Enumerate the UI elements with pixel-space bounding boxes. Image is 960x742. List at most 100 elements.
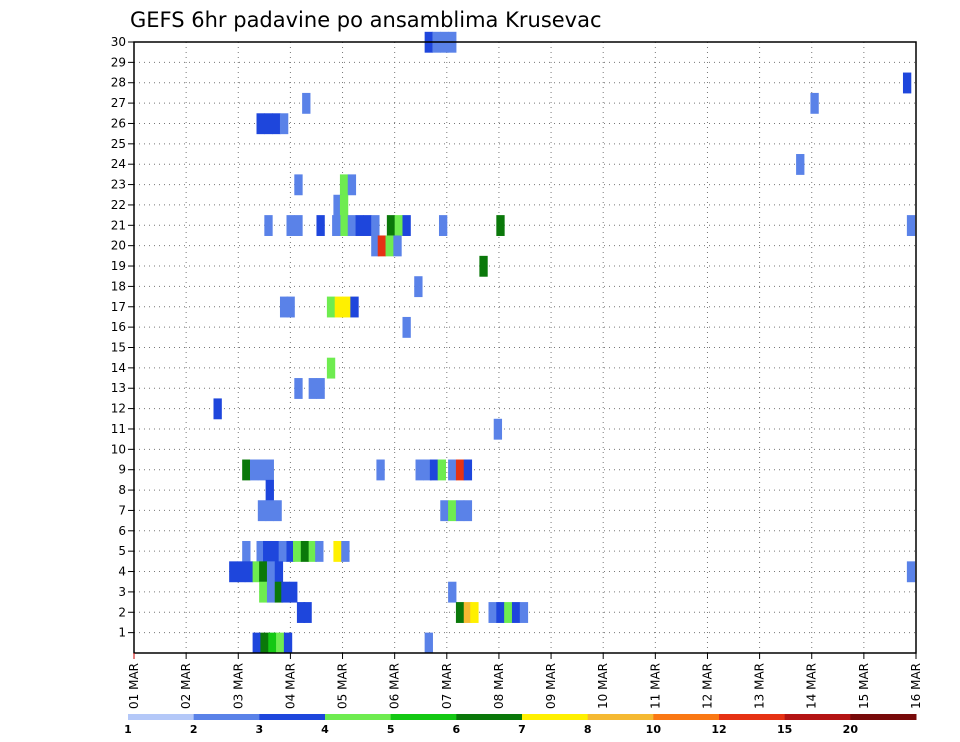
- heatmap-cell: [511, 602, 521, 623]
- heatmap-cell: [504, 602, 513, 623]
- legend-label: 4: [321, 723, 329, 736]
- y-tick-label: 17: [111, 300, 126, 314]
- heatmap-cell: [333, 194, 342, 216]
- x-tick-label: 08 MAR: [492, 663, 506, 709]
- y-tick-label: 5: [118, 544, 126, 558]
- heatmap-cell: [256, 540, 265, 562]
- heatmap-cell: [496, 215, 505, 236]
- heatmap-cell: [347, 174, 357, 196]
- y-tick-label: 30: [111, 35, 126, 49]
- heatmap-cell: [342, 296, 351, 318]
- y-tick-label: 3: [118, 585, 126, 599]
- heatmap-cell: [339, 215, 349, 236]
- legend-label: 5: [387, 723, 395, 736]
- legend-label: 7: [518, 723, 526, 736]
- legend-swatch: [522, 714, 589, 720]
- heatmap-cell: [244, 561, 254, 583]
- heatmap-cell: [294, 378, 303, 399]
- heatmap-cell: [339, 174, 349, 196]
- y-tick-label: 2: [118, 605, 126, 619]
- heatmap-cell: [402, 316, 411, 338]
- y-tick-label: 29: [111, 55, 126, 69]
- x-tick-label: 04 MAR: [283, 663, 297, 709]
- x-tick-label: 11 MAR: [648, 663, 662, 709]
- heatmap-cell: [272, 113, 281, 135]
- heatmap-cell: [270, 540, 280, 562]
- heatmap-cell: [257, 500, 267, 522]
- heatmap-cell: [242, 459, 251, 481]
- heatmap-cell: [265, 500, 274, 522]
- heatmap-cell: [283, 632, 293, 654]
- y-tick-label: 11: [111, 422, 126, 436]
- legend-label: 2: [190, 723, 198, 736]
- x-tick-label: 01 MAR: [127, 663, 141, 709]
- heatmap-cells: [213, 31, 916, 654]
- heatmap-cell: [371, 215, 380, 236]
- heatmap-cell: [470, 602, 479, 623]
- heatmap-cell: [334, 296, 344, 318]
- y-tick-label: 21: [111, 218, 126, 232]
- heatmap-cell: [455, 459, 465, 481]
- heatmap-cell: [252, 561, 261, 583]
- heatmap-cell: [488, 602, 497, 623]
- x-tick-label: 03 MAR: [231, 663, 245, 709]
- heatmap-cell: [394, 215, 403, 236]
- heatmap-cell: [265, 479, 274, 501]
- legend-label: 12: [711, 723, 726, 736]
- heatmap-cell: [273, 500, 282, 522]
- legend-swatch: [784, 714, 851, 720]
- heatmap-cell: [371, 235, 380, 257]
- heatmap-cell: [294, 215, 303, 236]
- heatmap-cell: [385, 235, 394, 257]
- heatmap-cell: [902, 72, 912, 94]
- heatmap-cell: [279, 296, 289, 318]
- heatmap-cell: [438, 215, 448, 236]
- legend-label: 20: [843, 723, 859, 736]
- heatmap-cell: [265, 459, 274, 481]
- y-tick-label: 6: [118, 524, 126, 538]
- heatmap-cell: [423, 459, 432, 481]
- y-tick-label: 12: [111, 402, 126, 416]
- y-tick-label: 25: [111, 137, 126, 151]
- heatmap-cell: [341, 540, 350, 562]
- heatmap-cell: [463, 500, 473, 522]
- heatmap-cell: [274, 561, 284, 583]
- x-tick-label: 05 MAR: [336, 663, 350, 709]
- heatmap-cell: [213, 398, 222, 420]
- x-axis: 01 MAR 02 MAR 03 MAR 04 MAR 05 MAR 06 MAR 07 M…: [127, 653, 923, 709]
- heatmap-cell: [415, 459, 424, 481]
- heatmap-cell: [355, 215, 364, 236]
- legend-swatch: [325, 714, 392, 720]
- y-tick-label: 24: [111, 157, 126, 171]
- y-tick-label: 1: [118, 626, 126, 640]
- heatmap-cell: [300, 540, 310, 562]
- heatmap-cell: [332, 215, 341, 236]
- heatmap-cell: [293, 540, 302, 562]
- heatmap-cell: [350, 296, 359, 318]
- heatmap-cell: [256, 113, 265, 135]
- y-tick-label: 9: [118, 463, 126, 477]
- heatmap-cell: [263, 540, 272, 562]
- chart-title: GEFS 6hr padavine po ansamblima Krusevac: [130, 8, 602, 32]
- heatmap-cell: [294, 174, 303, 196]
- heatmap-cell: [810, 92, 819, 114]
- x-tick-label: 13 MAR: [753, 663, 767, 709]
- y-tick-label: 26: [111, 116, 126, 130]
- heatmap-cell: [402, 215, 411, 236]
- legend-swatch: [128, 714, 195, 720]
- legend-swatch: [259, 714, 326, 720]
- y-tick-label: 19: [111, 259, 126, 273]
- heatmap-cell: [229, 561, 238, 583]
- legend-swatch: [587, 714, 654, 720]
- heatmap-cell: [242, 540, 251, 562]
- heatmap-cell: [264, 215, 273, 236]
- heatmap-cell: [259, 581, 268, 603]
- heatmap-cell: [448, 581, 457, 603]
- y-tick-label: 14: [111, 361, 126, 375]
- legend: 1 2 3 4 5 6 7 8 10 12 15 20: [124, 714, 917, 736]
- heatmap-cell: [448, 459, 457, 481]
- heatmap-cell: [448, 500, 457, 522]
- heatmap-cell: [266, 561, 276, 583]
- heatmap-cell: [414, 276, 423, 298]
